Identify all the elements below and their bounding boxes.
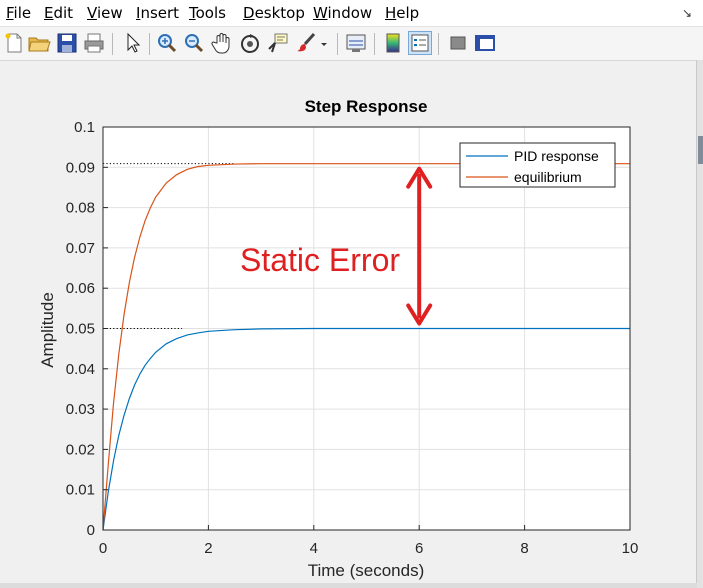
y-tick-label: 0.06 [66,280,95,297]
y-tick-label: 0 [87,522,95,539]
y-tick-label: 0.05 [66,321,95,338]
legend-box [459,142,616,188]
menu-insert[interactable]: Insert [136,4,180,22]
y-tick-label: 0.03 [66,401,95,418]
figure-toolbar [0,27,703,61]
legend-entry-label: PID response [514,148,599,164]
rotate-3d-icon[interactable] [238,31,262,55]
y-tick-label: 0.09 [66,159,95,176]
static-error-label: Static Error [240,242,400,278]
y-tick-label: 0.02 [66,441,95,458]
colorbar-icon[interactable] [381,31,405,55]
legend: PID response equilibrium [459,142,616,188]
hide-plot-tools-icon[interactable] [446,31,470,55]
menu-bar: File Edit View Insert Tools Desktop Wind… [0,0,703,27]
error-arrow-head-down [406,303,433,326]
error-arrow-head-up [406,166,433,189]
toolbar-separator [337,33,338,55]
menu-window[interactable]: Window [313,4,373,22]
reference-lines [103,163,235,329]
zoom-in-icon[interactable] [155,31,179,55]
save-icon[interactable] [55,31,79,55]
toolbar-separator [149,33,150,55]
x-tick-label: 6 [415,540,423,557]
x-tick-label: 4 [310,540,318,557]
link-plot-icon[interactable] [344,31,368,55]
menu-tools[interactable]: Tools [189,4,226,22]
brush-icon[interactable] [294,31,318,55]
y-tick-label: 0.01 [66,482,95,499]
chevron-down-icon[interactable] [318,31,330,55]
y-tick-label: 0.1 [74,119,95,136]
static-error-annotation: Static Error [240,166,433,326]
x-tick-label: 10 [622,540,639,557]
open-folder-icon[interactable] [27,31,51,55]
y-axis-label: Amplitude [38,292,57,368]
menu-help[interactable]: Help [385,4,420,22]
figure-canvas: 0 2 4 6 8 10 0 0.01 0.02 0.03 0.04 0.05 0.06 0.07 0.08… [0,61,696,583]
legend-icon[interactable] [408,31,432,55]
legend-entry-label: equilibrium [514,169,582,185]
data-cursor-icon[interactable] [266,31,290,55]
axis-ticks: 0 2 4 6 8 10 0 0.01 0.02 0.03 0.04 0.05 0.06 0.07 0.08… [66,119,639,557]
menu-desktop[interactable]: Desktop [243,4,305,22]
x-tick-label: 0 [99,540,107,557]
new-file-icon[interactable] [2,31,26,55]
window-bottom-edge [0,583,697,588]
x-tick-label: 8 [520,540,528,557]
series-lines [102,163,630,531]
menu-edit[interactable]: Edit [44,4,74,22]
window-right-edge [696,60,703,588]
undock-arrow-icon[interactable]: ↘ [681,6,692,20]
pointer-icon[interactable] [120,31,144,55]
y-tick-label: 0.04 [66,361,95,378]
zoom-out-icon[interactable] [182,31,206,55]
print-icon[interactable] [82,31,106,55]
menu-view[interactable]: View [87,4,123,22]
menu-file[interactable]: File [6,4,32,22]
toolbar-separator [374,33,375,55]
x-tick-label: 2 [204,540,212,557]
x-axis-label: Time (seconds) [308,561,425,580]
pan-hand-icon[interactable] [210,31,234,55]
chart-title: Step Response [305,97,428,116]
series-line-equilibrium [102,163,630,531]
show-plot-tools-icon[interactable] [473,31,497,55]
toolbar-separator [438,33,439,55]
y-tick-label: 0.08 [66,200,95,217]
toolbar-separator [112,33,113,55]
y-tick-label: 0.07 [66,240,95,257]
series-line-pid-response [102,327,630,531]
step-response-chart: 0 2 4 6 8 10 0 0.01 0.02 0.03 0.04 0.05 0.06 0.07 0.08… [38,97,639,580]
